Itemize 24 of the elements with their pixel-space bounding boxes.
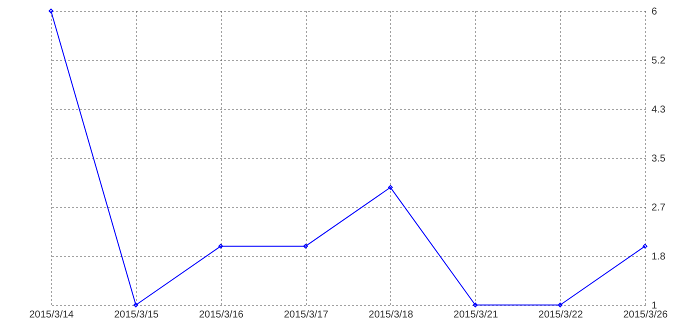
x-tick-label: 2015/3/18 (368, 310, 414, 320)
point (303, 244, 308, 249)
y-tick-label: 6 (652, 6, 658, 18)
point (558, 302, 563, 308)
x-tick-label: 2015/3/26 (623, 310, 668, 320)
y-tick-label: 3.5 (652, 154, 666, 164)
x-tick-label: 2015/3/21 (454, 310, 498, 320)
line-series (48, 8, 648, 308)
x-tick-label: 2015/3/22 (538, 310, 584, 320)
point (133, 302, 138, 308)
y-tick-label: 2.7 (652, 202, 666, 214)
point (48, 8, 54, 14)
y-tick-label: 4.3 (652, 104, 666, 116)
y-tick-label: 1 (652, 300, 658, 312)
point (388, 185, 393, 190)
point (218, 244, 224, 249)
y-tick-label: 5.2 (652, 55, 666, 66)
x-tick-label: 2015/3/17 (284, 310, 329, 320)
point (642, 244, 648, 249)
x-tick-label: 2015/3/15 (114, 310, 160, 320)
x-tick-label: 2015/3/16 (198, 310, 244, 320)
x-tick-label: 2015/3/14 (29, 310, 74, 320)
point (472, 302, 478, 308)
y-tick-label: 1.8 (652, 252, 666, 263)
